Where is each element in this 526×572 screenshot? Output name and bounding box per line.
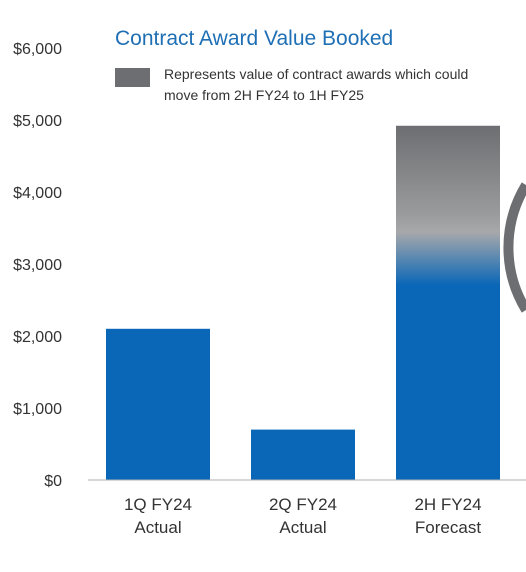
bar-2 [396,125,500,480]
y-tick-label: $3,000 [13,257,62,274]
y-tick-label: $1,000 [13,401,62,418]
y-tick-label: $5,000 [13,113,62,130]
category-labels: 1Q FY24 Actual 2Q FY24 Actual 2H FY24 Forecas… [124,495,482,537]
category-label-0-line-1: 1Q FY24 [124,495,192,514]
y-tick-label: $4,000 [13,185,62,202]
y-tick-label: $0 [44,473,62,490]
category-label-1-line-1: 2Q FY24 [269,495,337,514]
y-tick-label: $6,000 [13,41,62,58]
category-label-0-line-2: Actual [134,518,181,537]
bar-0 [106,328,210,480]
bar-1 [251,429,355,480]
y-axis-ticks: $0 $1,000 $2,000 $3,000 $4,000 $5,000 $6,000 [13,41,62,490]
category-label-1-line-2: Actual [279,518,326,537]
category-label-2-line-1: 2H FY24 [414,495,481,514]
chart-title: Contract Award Value Booked [115,27,393,50]
legend-label-line-2: move from 2H FY24 to 1H FY25 [164,87,364,103]
bars [106,125,500,480]
y-tick-label: $2,000 [13,329,62,346]
category-label-2-line-2: Forecast [415,518,481,537]
legend-label-line-1: Represents value of contract awards whic… [164,66,468,82]
decorative-ring-arc [503,182,526,313]
legend-swatch [115,68,150,87]
